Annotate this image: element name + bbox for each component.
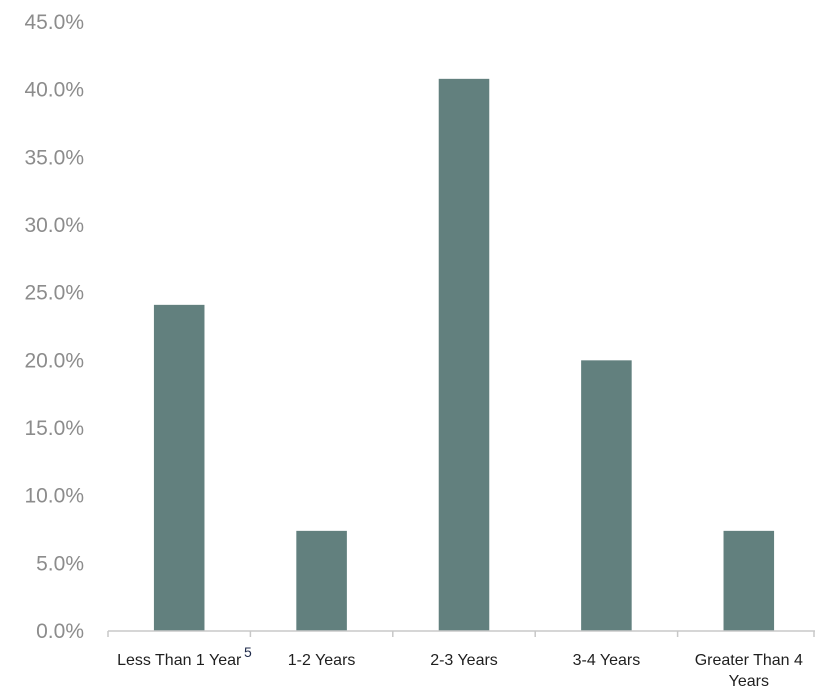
- bar: [581, 360, 632, 631]
- x-tick-label: Less Than 1 Year: [117, 652, 242, 669]
- y-tick-label: 20.0%: [24, 349, 84, 372]
- x-axis-labels: Less Than 1 Year 1-2 Years 2-3 Years 3-4 Ye…: [117, 652, 803, 690]
- y-tick-label: 30.0%: [24, 214, 84, 237]
- bar: [153, 304, 205, 631]
- bars: [153, 78, 775, 632]
- footnote-marker: 5: [244, 644, 252, 660]
- bar: [438, 78, 490, 632]
- y-tick-label: 0.0%: [36, 620, 84, 643]
- bar: [296, 530, 347, 631]
- x-axis-ticks: [107, 631, 815, 637]
- y-tick-label: 10.0%: [24, 485, 84, 508]
- y-axis-ticks: 0.0% 5.0% 10.0% 15.0% 20.0% 25.0% 30.0% 35.0% 40…: [24, 11, 84, 643]
- bar: [723, 530, 775, 631]
- y-tick-label: 25.0%: [24, 282, 84, 305]
- y-tick-label: 40.0%: [24, 79, 84, 102]
- y-tick-label: 45.0%: [24, 11, 84, 34]
- y-tick-label: 35.0%: [24, 146, 84, 169]
- y-tick-label: 15.0%: [24, 417, 84, 440]
- x-tick-label: Greater Than 4 Years: [695, 652, 803, 690]
- x-tick-label: 2-3 Years: [430, 652, 498, 669]
- x-tick-label: 1-2 Years: [288, 652, 356, 669]
- x-tick-label: 3-4 Years: [573, 652, 641, 669]
- y-tick-label: 5.0%: [36, 552, 84, 575]
